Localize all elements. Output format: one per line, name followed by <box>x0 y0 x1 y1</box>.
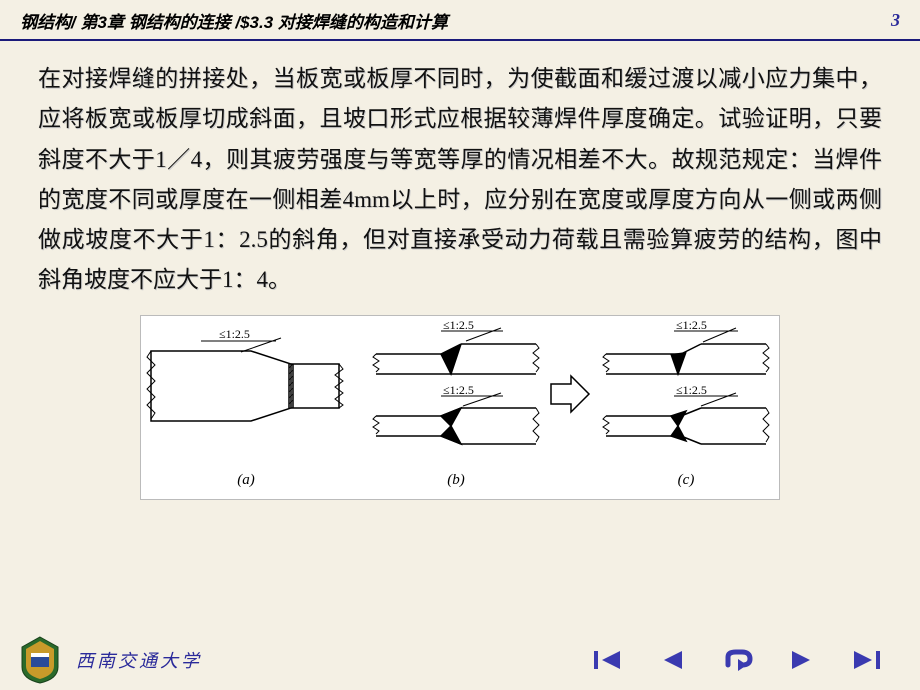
university-name: 西南交通大学 <box>76 647 202 673</box>
slope-label-c2: ≤1:2.5 <box>676 383 707 397</box>
sublabel-a: (a) <box>237 472 255 488</box>
footer-bar: 西南交通大学 <box>0 630 920 690</box>
slope-label-c1: ≤1:2.5 <box>676 318 707 332</box>
breadcrumb: 钢结构/ 第3章 钢结构的连接 /$3.3 对接焊缝的构造和计算 <box>20 8 448 33</box>
slope-label-b2: ≤1:2.5 <box>443 383 474 397</box>
content-area: 在对接焊缝的拼接处，当板宽或板厚不同时，为使截面和缓过渡以减小应力集中，应将板宽… <box>0 41 920 510</box>
nav-last-button[interactable] <box>848 647 882 673</box>
university-logo <box>18 635 62 685</box>
header-bar: 钢结构/ 第3章 钢结构的连接 /$3.3 对接焊缝的构造和计算 3 <box>0 0 920 41</box>
sublabel-c: (c) <box>678 472 695 488</box>
nav-prev-button[interactable] <box>656 647 690 673</box>
nav-first-button[interactable] <box>592 647 626 673</box>
nav-next-button[interactable] <box>784 647 818 673</box>
nav-controls <box>592 647 902 673</box>
sublabel-b: (b) <box>447 472 465 488</box>
slope-label-b1: ≤1:2.5 <box>443 318 474 332</box>
nav-return-button[interactable] <box>720 647 754 673</box>
weld-diagram: ≤1:2.5 (a) ≤1:2.5 <box>140 315 780 500</box>
body-paragraph: 在对接焊缝的拼接处，当板宽或板厚不同时，为使截面和缓过渡以减小应力集中，应将板宽… <box>38 59 882 301</box>
slope-label-a: ≤1:2.5 <box>219 327 250 341</box>
page-number: 3 <box>891 10 900 31</box>
